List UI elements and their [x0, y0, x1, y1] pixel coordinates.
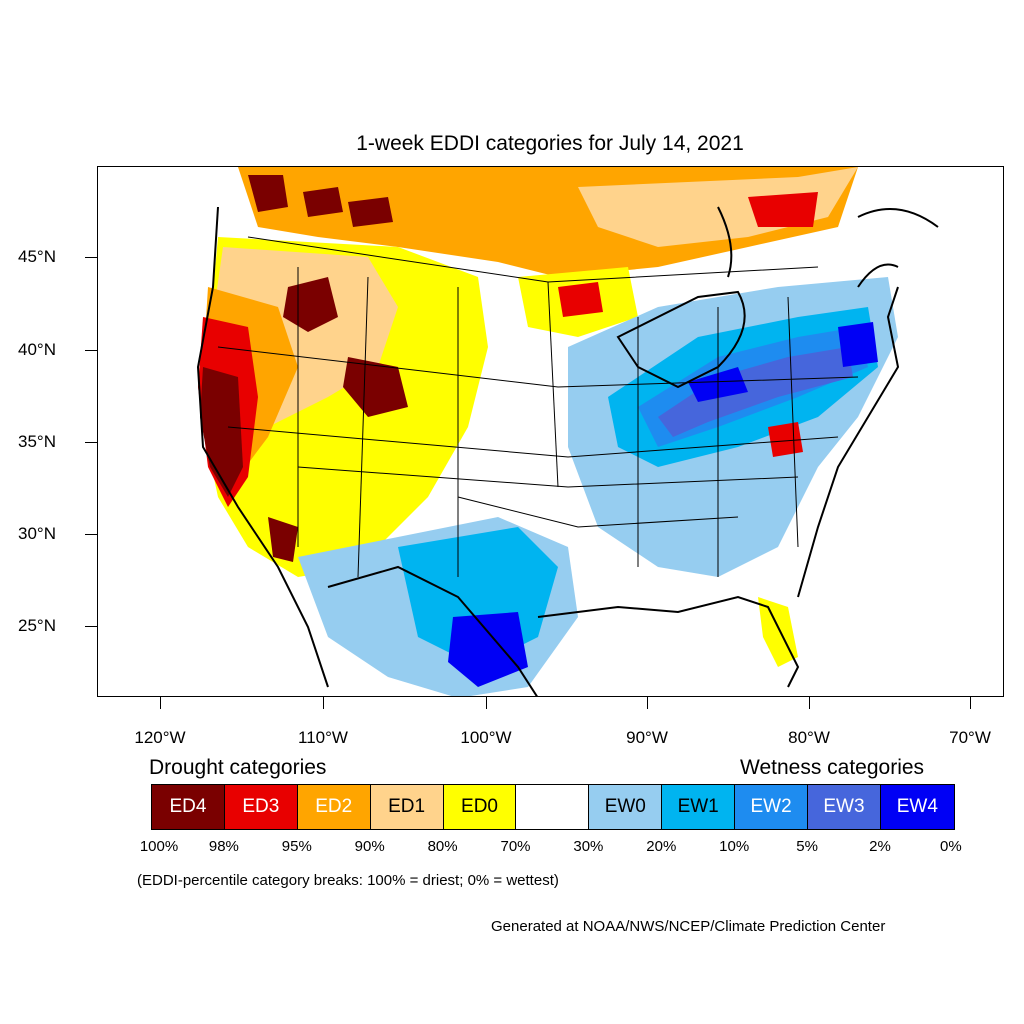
drought-categories-heading: Drought categories — [149, 756, 327, 779]
region-east-ew3 — [658, 347, 853, 437]
region-west-ed4a — [200, 367, 243, 497]
legend-swatch-ed4: ED4 — [152, 785, 225, 829]
lon-tick — [970, 697, 971, 709]
lat-tick — [85, 257, 97, 258]
lat-tick — [85, 626, 97, 627]
legend-break-label: 5% — [796, 838, 818, 855]
legend-break-label: 98% — [208, 838, 239, 855]
lon-label-120: 120°W — [134, 728, 186, 747]
lon-tick — [323, 697, 324, 709]
legend-swatch-neutral — [516, 785, 590, 829]
legend-break-label: 90% — [354, 838, 385, 855]
region-florida-ed0 — [758, 597, 798, 667]
legend-swatch-ew0: EW0 — [589, 785, 663, 829]
lon-tick — [647, 697, 648, 709]
lon-label-110: 110°W — [298, 728, 348, 747]
legend-break-label: 2% — [869, 838, 891, 855]
lat-tick — [85, 442, 97, 443]
eddi-map-canvas — [196, 167, 939, 696]
region-canada-ed4b — [303, 187, 343, 217]
lon-tick — [486, 697, 487, 709]
legend-break-label: 95% — [281, 838, 312, 855]
legend-color-bar: ED4 ED3 ED2 ED1 ED0 EW0 EW1 EW2 EW3 EW4 — [151, 784, 955, 830]
category-breaks-note: (EDDI-percentile category breaks: 100% =… — [137, 872, 559, 889]
legend-break-label: 70% — [500, 838, 531, 855]
lat-tick — [85, 534, 97, 535]
lon-tick — [809, 697, 810, 709]
legend-swatch-ew3: EW3 — [808, 785, 881, 829]
coastlines — [196, 206, 939, 696]
region-west-ed4c — [343, 357, 408, 417]
region-texas-ew4 — [448, 612, 528, 687]
region-canada-ed3 — [748, 192, 818, 227]
legend-break-label: 10% — [719, 838, 750, 855]
legend-swatch-ew2: EW2 — [735, 785, 809, 829]
region-canada-ed4c — [348, 197, 393, 227]
legend-swatch-ew4: EW4 — [880, 785, 954, 829]
region-west-ed4b — [283, 277, 338, 332]
state-boundaries — [217, 236, 859, 578]
lat-tick — [85, 350, 97, 351]
lon-label-90: 90°W — [626, 728, 668, 747]
eddi-map — [97, 166, 1004, 697]
lon-label-80: 80°W — [788, 728, 830, 747]
region-east-ew4b — [838, 322, 878, 367]
region-west-ed4d — [268, 517, 298, 562]
wetness-categories-heading: Wetness categories — [740, 756, 925, 779]
lon-label-70: 70°W — [949, 728, 991, 747]
legend-break-label: 20% — [646, 838, 677, 855]
lat-label-35: 35°N — [18, 432, 56, 451]
legend-swatch-ed0: ED0 — [443, 785, 517, 829]
lon-tick — [160, 697, 161, 709]
region-canada-ed4a — [248, 175, 288, 212]
region-upper-midwest-ed3 — [558, 282, 603, 317]
map-title: 1-week EDDI categories for July 14, 2021 — [356, 132, 744, 155]
lon-label-100: 100°W — [460, 728, 512, 747]
lat-label-40: 40°N — [18, 340, 56, 359]
lat-label-30: 30°N — [18, 524, 56, 543]
legend-break-label: 80% — [427, 838, 458, 855]
credit-line: Generated at NOAA/NWS/NCEP/Climate Predi… — [491, 918, 886, 935]
legend-swatch-ed2: ED2 — [297, 785, 371, 829]
lat-label-25: 25°N — [18, 616, 56, 635]
legend-swatch-ed3: ED3 — [224, 785, 298, 829]
legend-swatch-ew1: EW1 — [662, 785, 736, 829]
legend-break-label: 0% — [940, 838, 962, 855]
legend-break-label: 100% — [139, 838, 179, 855]
lat-label-45: 45°N — [18, 247, 56, 266]
legend-break-label: 30% — [573, 838, 604, 855]
legend-swatch-ed1: ED1 — [370, 785, 444, 829]
